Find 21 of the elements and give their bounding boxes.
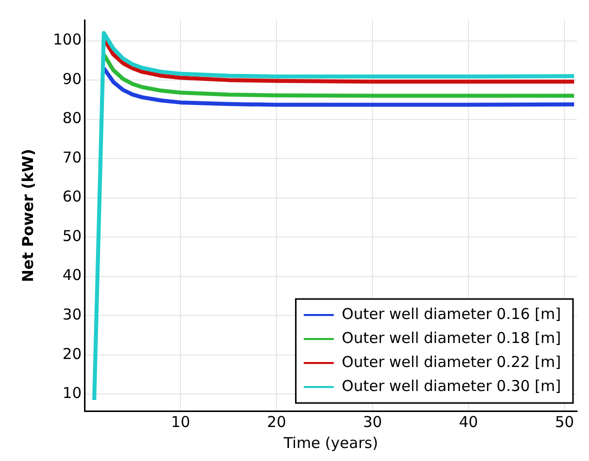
legend-label: Outer well diameter 0.16 [m] xyxy=(342,304,562,323)
y-tick-label: 60 xyxy=(62,188,82,206)
x-tick-label: 30 xyxy=(363,412,382,431)
legend-label: Outer well diameter 0.30 [m] xyxy=(342,376,562,395)
y-tick-label: 80 xyxy=(62,109,82,128)
y-tick-label: 100 xyxy=(52,30,82,49)
y-tick-label: 40 xyxy=(62,266,82,284)
legend-label: Outer well diameter 0.18 [m] xyxy=(342,328,562,347)
x-axis-title: Time (years) xyxy=(282,434,378,452)
y-tick-label: 70 xyxy=(62,148,82,166)
y-axis-title: Net Power (kW) xyxy=(18,148,37,282)
y-tick-label: 10 xyxy=(62,384,82,402)
x-tick-label: 10 xyxy=(171,412,190,431)
y-tick-label: 90 xyxy=(62,70,82,88)
y-tick-label: 50 xyxy=(62,226,82,245)
y-tick-label: 20 xyxy=(62,344,82,363)
legend-label: Outer well diameter 0.22 [m] xyxy=(342,352,562,371)
x-tick-label: 40 xyxy=(458,412,478,431)
y-tick-label: 30 xyxy=(62,305,82,324)
x-tick-label: 50 xyxy=(554,412,574,431)
x-tick-label: 20 xyxy=(267,412,286,431)
